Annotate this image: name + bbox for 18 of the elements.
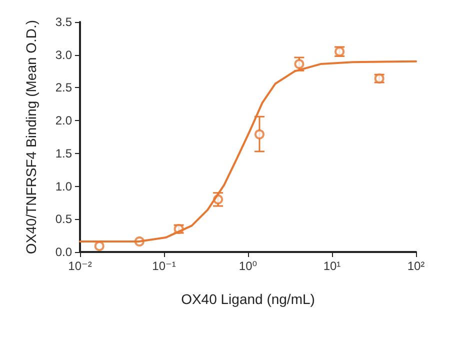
y-tick-label: 3.5 bbox=[55, 15, 72, 29]
y-tick-label: 2.5 bbox=[55, 80, 72, 95]
point bbox=[94, 241, 104, 252]
y-tick-label: 1.0 bbox=[55, 179, 72, 194]
point bbox=[254, 129, 264, 140]
y-tick-label: 1.5 bbox=[55, 146, 72, 160]
x-axis-title: OX40 Ligand (ng/mL) bbox=[181, 291, 315, 307]
y-axis-title: OX40/TNFRSF4 Binding (Mean O.D.) bbox=[23, 20, 39, 254]
point bbox=[294, 59, 304, 70]
y-tick-label: 3.0 bbox=[55, 48, 72, 62]
x-tick-label: 10⁻² bbox=[68, 259, 92, 273]
x-tick-label: 10² bbox=[407, 259, 425, 273]
x-tick-label: 10¹ bbox=[323, 259, 341, 273]
y-tick-label: 2.0 bbox=[55, 114, 72, 128]
x-tick-label: 10⁰ bbox=[238, 259, 258, 273]
y-tick-label: 0.5 bbox=[55, 212, 72, 226]
y-tick-label: 0.0 bbox=[55, 245, 72, 259]
x-tick-label: 10⁻¹ bbox=[152, 259, 176, 273]
